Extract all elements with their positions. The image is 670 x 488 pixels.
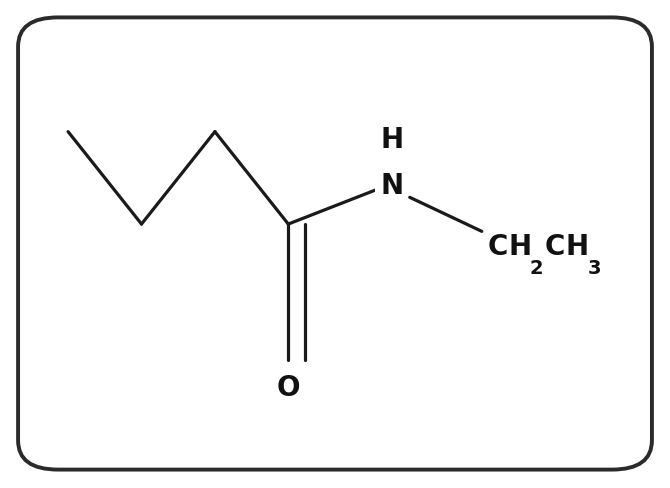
Text: N: N bbox=[380, 172, 403, 200]
Text: 3: 3 bbox=[587, 259, 601, 278]
Text: H: H bbox=[380, 126, 403, 154]
Text: O: O bbox=[277, 373, 300, 401]
Text: H: H bbox=[509, 232, 531, 261]
Text: C: C bbox=[487, 232, 507, 261]
Text: 2: 2 bbox=[530, 259, 543, 278]
FancyBboxPatch shape bbox=[18, 19, 652, 469]
Text: C: C bbox=[545, 232, 565, 261]
Text: H: H bbox=[566, 232, 589, 261]
